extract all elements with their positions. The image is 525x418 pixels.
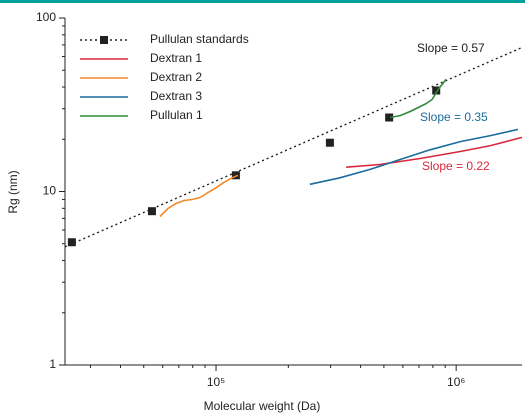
legend-label: Pullulan 1 <box>150 108 203 122</box>
legend-marker <box>100 36 108 44</box>
annotation: Slope = 0.35 <box>420 110 488 124</box>
legend-label: Dextran 2 <box>150 70 202 84</box>
annotation: Slope = 0.22 <box>422 159 490 173</box>
legend-label: Dextran 3 <box>150 89 202 103</box>
y-axis-label: Rg (nm) <box>6 170 20 213</box>
fit-line <box>64 46 523 248</box>
marker <box>432 86 441 95</box>
marker <box>147 207 156 216</box>
series-line <box>390 78 447 119</box>
x-axis-label: Molecular weight (Da) <box>204 399 321 413</box>
marker <box>325 138 334 147</box>
y-tick-label: 100 <box>36 10 56 24</box>
annotation: Slope = 0.57 <box>417 41 485 55</box>
series-line <box>159 174 239 218</box>
marker <box>385 113 394 122</box>
y-tick-label: 1 <box>49 357 56 371</box>
y-tick-label: 10 <box>43 184 57 198</box>
series-line <box>309 128 519 186</box>
x-tick-label: 10⁵ <box>207 375 225 389</box>
legend-label: Dextran 1 <box>150 51 202 65</box>
legend-label: Pullulan standards <box>150 32 249 46</box>
marker <box>67 238 76 247</box>
x-tick-label: 10⁶ <box>447 375 465 389</box>
series-line <box>346 136 523 168</box>
marker <box>231 171 240 180</box>
